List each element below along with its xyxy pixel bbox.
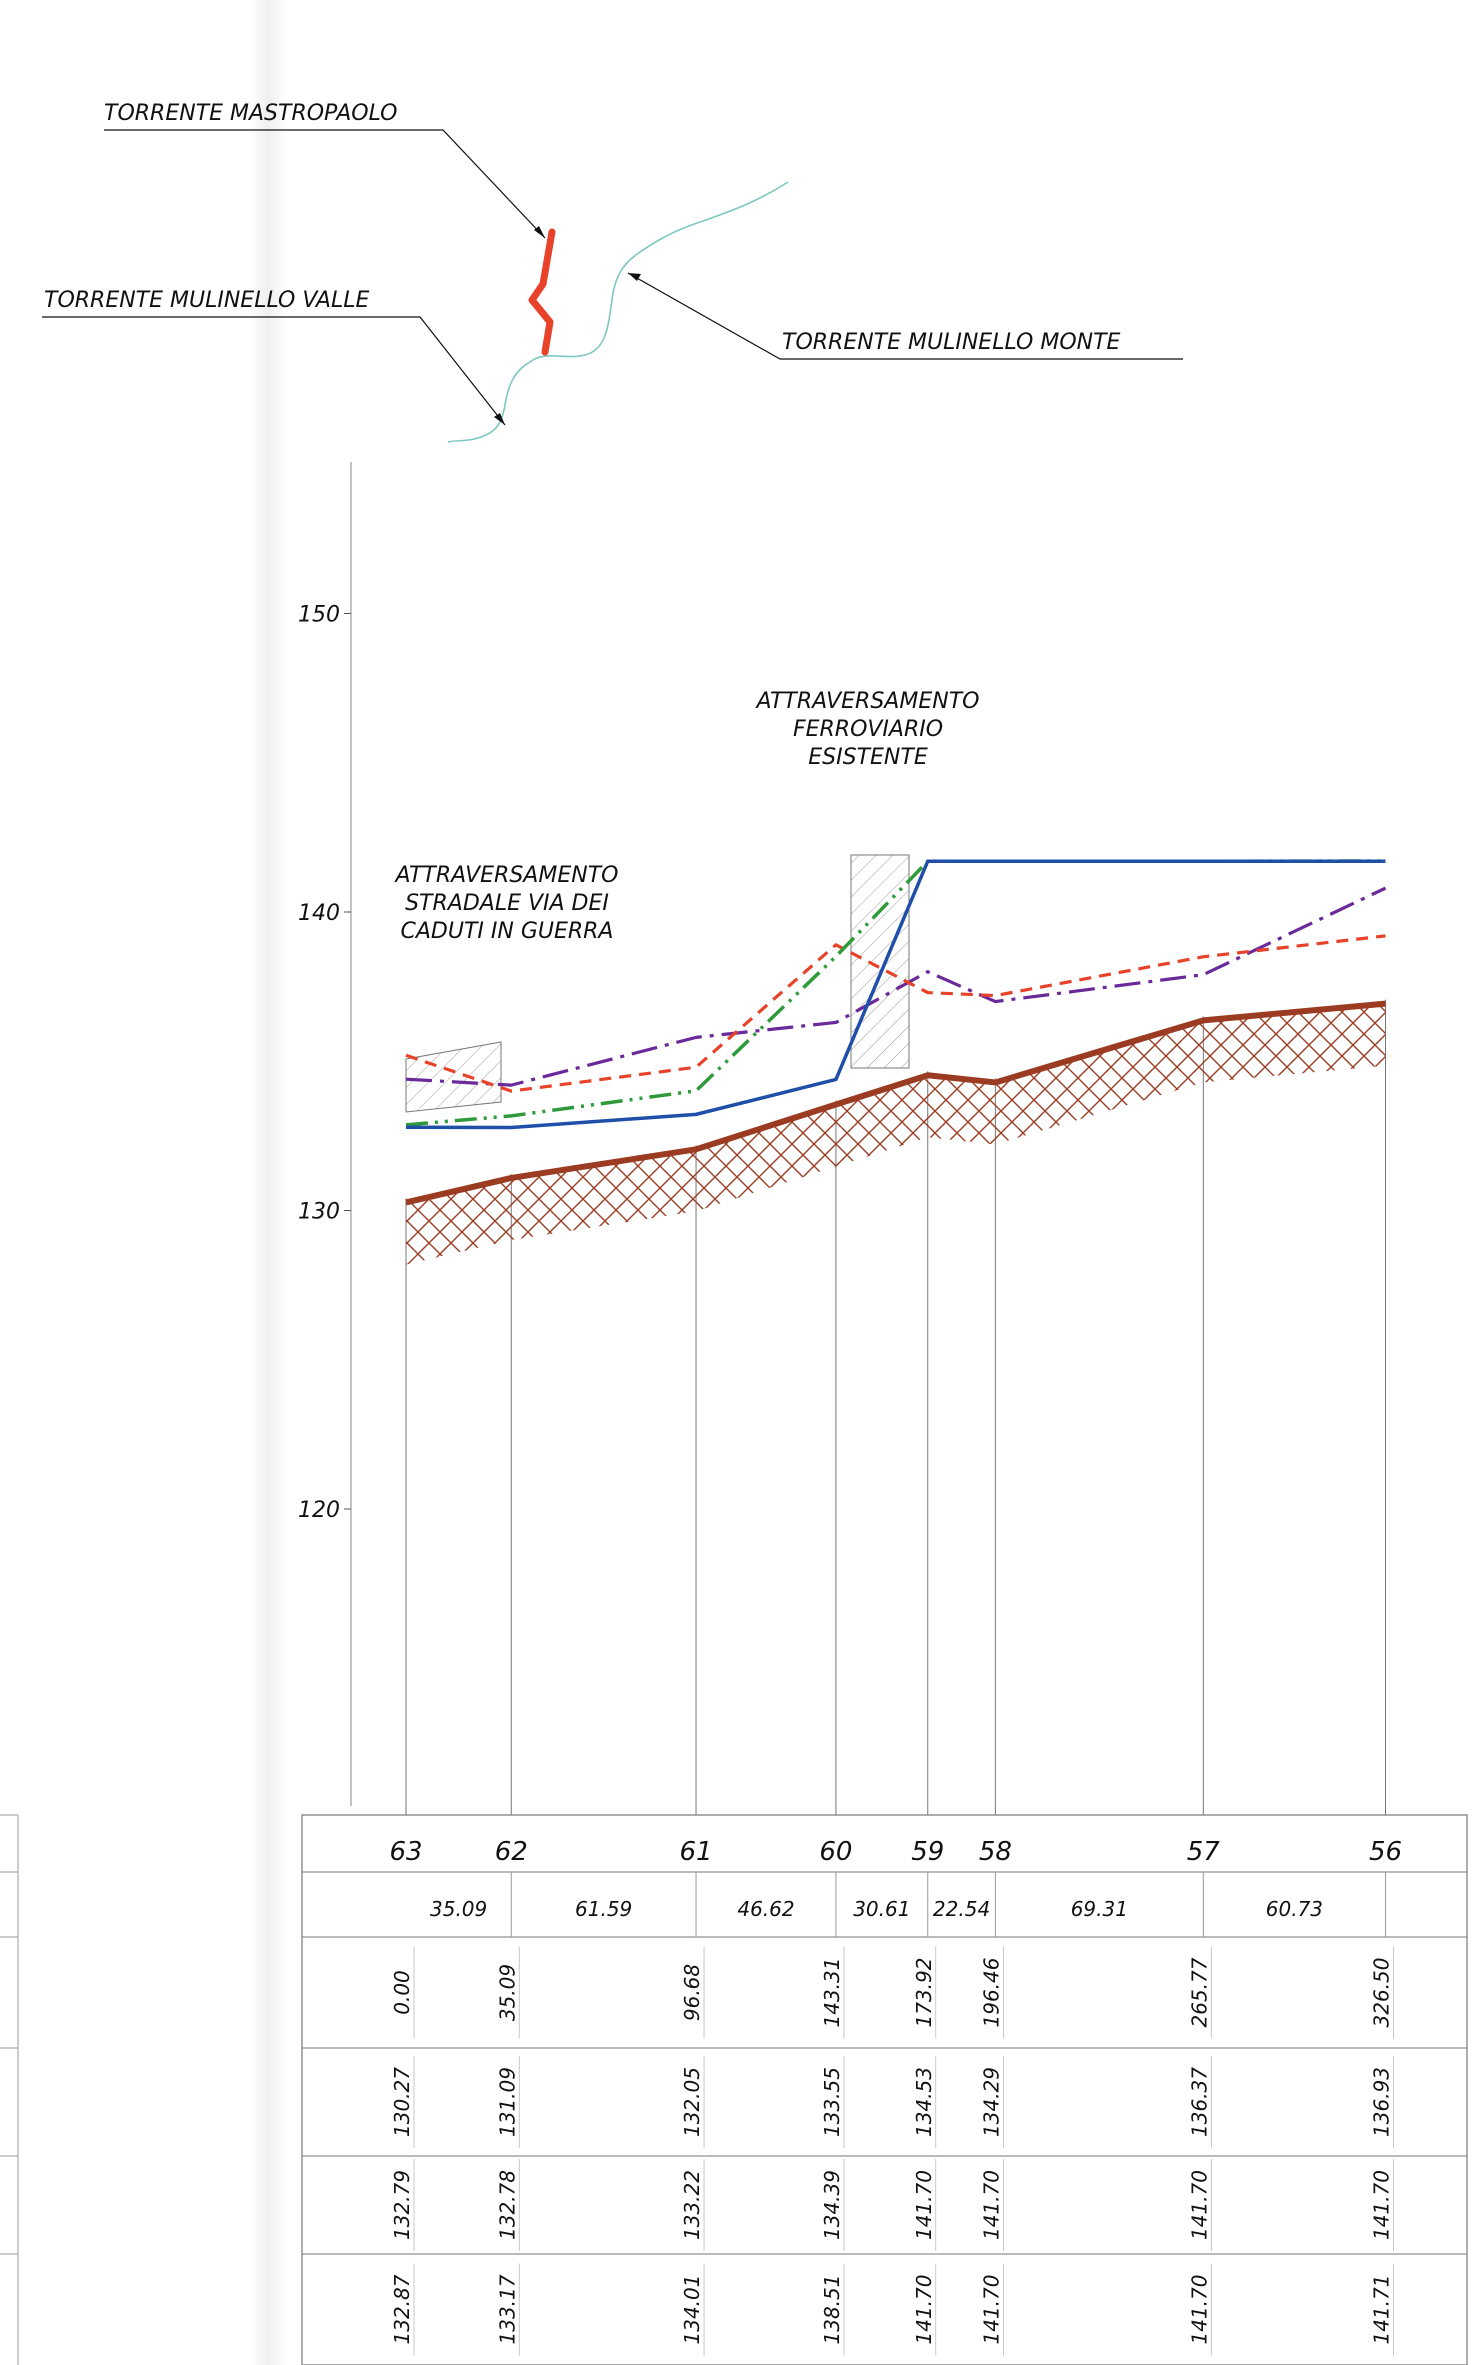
- bed-elevation: 133.55: [820, 2067, 844, 2137]
- longitudinal-profile: 120 130 140 150 ATTRAVERSAMENTO FERROVIARIO…: [298, 462, 1387, 1815]
- leader-monte: [627, 272, 1183, 360]
- elevation-row-b: 132.87: [390, 2274, 414, 2344]
- elevation-row-a: 132.78: [495, 2170, 519, 2240]
- elevation-row-a: 134.39: [820, 2170, 844, 2240]
- bed-hatch: [406, 1003, 1386, 1265]
- progressive-distance: 143.31: [820, 1958, 844, 2028]
- section-number: 61: [679, 1837, 712, 1867]
- y-tick-label: 130: [298, 1200, 340, 1225]
- arrow-monte: [628, 273, 641, 281]
- bed-elevation: 134.29: [979, 2067, 1003, 2137]
- partial-distance: 46.62: [737, 1897, 794, 1921]
- profile-series: [405, 859, 1387, 1206]
- section-number: 59: [911, 1837, 944, 1867]
- note-stradale-2: STRADALE VIA DEI: [405, 891, 609, 916]
- note-ferroviario-1: ATTRAVERSAMENTO: [755, 689, 980, 714]
- progressive-distance: 326.50: [1370, 1958, 1394, 2028]
- bed-elevation: 136.37: [1187, 2067, 1211, 2137]
- series-bed: [405, 1000, 1386, 1206]
- elevation-row-a: 141.70: [912, 2170, 936, 2240]
- bed-elevation: 130.27: [390, 2067, 414, 2137]
- elevation-row-a: 132.79: [390, 2170, 414, 2240]
- partial-distance: 69.31: [1071, 1897, 1128, 1921]
- label-mulinello-valle: TORRENTE MULINELLO VALLE: [44, 288, 369, 313]
- bed-elevation: 132.05: [680, 2067, 704, 2137]
- section-number: 57: [1187, 1837, 1221, 1867]
- location-map: TORRENTE MASTROPAOLO TORRENTE MULINELLO …: [42, 101, 1183, 443]
- series-blue: [405, 859, 1386, 1130]
- elevation-row-b: 138.51: [820, 2275, 844, 2345]
- arrow-mastropaolo: [534, 226, 545, 238]
- left-stub-table: [0, 1814, 19, 2365]
- bridge-ferroviario-box: [850, 854, 910, 1069]
- note-stradale-3: CADUTI IN GUERRA: [401, 919, 614, 944]
- section-number: 62: [495, 1837, 528, 1867]
- partial-distance: 22.54: [933, 1897, 990, 1921]
- section-number: 56: [1369, 1837, 1402, 1867]
- table-cells: 63 62 61 60 59 58 57 56 35.09 61.59 46.62 30.61 22.5…: [389, 1837, 1402, 2356]
- scan-fold-shade: [250, 0, 288, 2365]
- elevation-row-b: 141.70: [912, 2275, 936, 2345]
- section-number: 58: [979, 1837, 1012, 1867]
- elevation-row-a: 141.70: [1370, 2170, 1394, 2240]
- partial-distance: 30.61: [853, 1897, 910, 1921]
- stream-line-valle: [447, 361, 531, 443]
- elevation-row-a: 133.22: [680, 2170, 704, 2240]
- progressive-distance: 35.09: [495, 1964, 519, 2021]
- stream-line-monte: [529, 181, 789, 363]
- section-number: 60: [819, 1837, 852, 1867]
- elevation-row-b: 141.70: [979, 2275, 1003, 2345]
- note-stradale-1: ATTRAVERSAMENTO: [394, 863, 619, 888]
- progressive-distance: 96.68: [680, 1964, 704, 2021]
- note-ferroviario-3: ESISTENTE: [808, 745, 928, 770]
- table-frame: [301, 1814, 1468, 2365]
- section-number: 63: [389, 1837, 422, 1867]
- elevation-row-b: 141.70: [1187, 2275, 1211, 2345]
- y-tick-label: 140: [298, 901, 340, 926]
- partial-distance: 60.73: [1266, 1897, 1323, 1921]
- profile-data-table: 63 62 61 60 59 58 57 56 35.09 61.59 46.62 30.61 22.5…: [0, 1814, 1468, 2365]
- series-green: [405, 859, 1386, 1127]
- mastropaolo-reach: [528, 228, 556, 356]
- progressive-distance: 173.92: [912, 1958, 936, 2028]
- bridge-stradale-box: [405, 1041, 502, 1113]
- label-mulinello-monte: TORRENTE MULINELLO MONTE: [782, 330, 1121, 355]
- series-purple: [405, 886, 1387, 1087]
- elevation-row-b: 133.17: [495, 2274, 519, 2344]
- y-tick-label: 150: [298, 603, 340, 628]
- bed-elevation: 134.53: [912, 2067, 936, 2137]
- series-red-dashed: [405, 934, 1386, 1093]
- progressive-distance: 265.77: [1187, 1957, 1211, 2027]
- partial-distance: 35.09: [430, 1897, 487, 1921]
- elevation-row-b: 134.01: [680, 2275, 704, 2345]
- label-mastropaolo: TORRENTE MASTROPAOLO: [104, 101, 398, 126]
- leader-valle: [42, 316, 506, 426]
- leader-mastropaolo: [104, 129, 546, 239]
- note-ferroviario-2: FERROVIARIO: [793, 717, 943, 742]
- progressive-distance: 0.00: [390, 1970, 414, 2015]
- bed-elevation: 131.09: [495, 2067, 519, 2137]
- elevation-row-b: 141.71: [1370, 2275, 1394, 2345]
- elevation-row-a: 141.70: [979, 2170, 1003, 2240]
- partial-distance: 61.59: [575, 1897, 632, 1921]
- y-tick-label: 120: [298, 1498, 340, 1523]
- elevation-row-a: 141.70: [1187, 2170, 1211, 2240]
- arrow-valle: [494, 413, 505, 425]
- y-axis-ticks: 120 130 140 150: [298, 603, 351, 1523]
- bed-elevation: 136.93: [1370, 2067, 1394, 2137]
- progressive-distance: 196.46: [979, 1958, 1003, 2028]
- section-verticals: [405, 999, 1386, 1815]
